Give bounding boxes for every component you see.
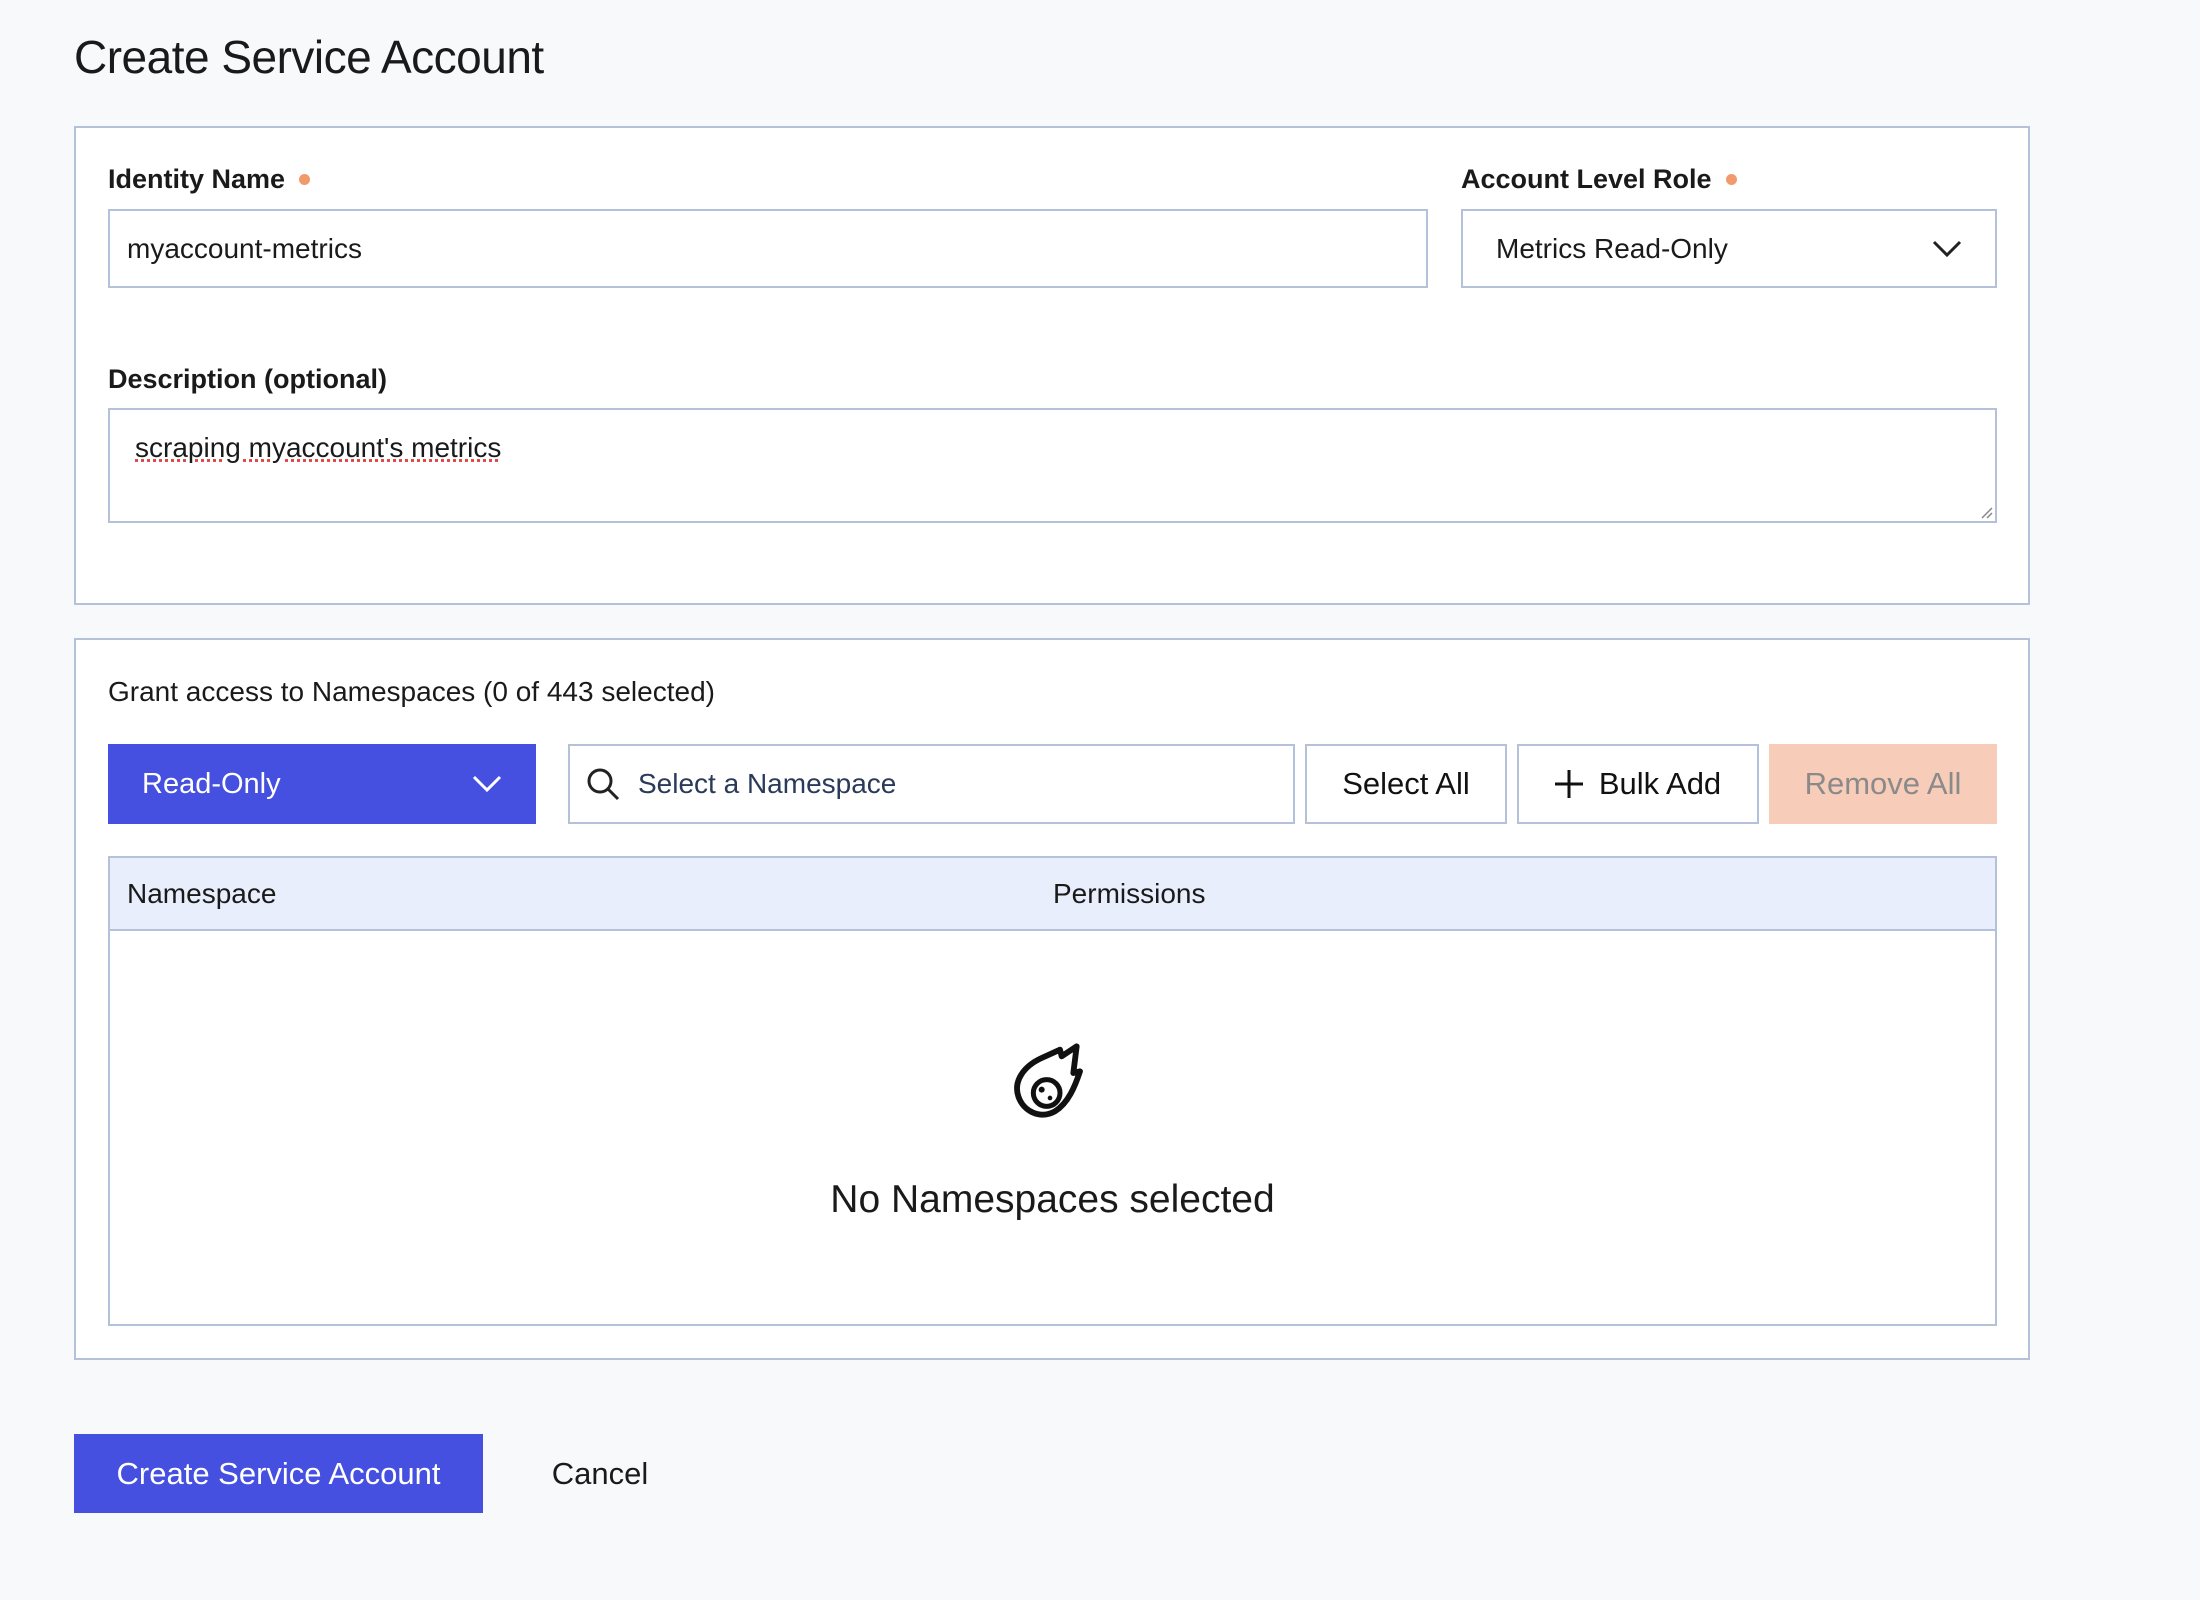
bulk-add-button[interactable]: Bulk Add (1517, 744, 1759, 824)
create-service-account-button[interactable]: Create Service Account (74, 1434, 483, 1513)
plus-icon (1554, 770, 1583, 798)
account-role-label: Account Level Role (1461, 164, 1737, 195)
description-label: Description (optional) (108, 364, 387, 394)
required-indicator (299, 174, 311, 185)
namespace-search-input[interactable]: Select a Namespace (568, 744, 1295, 824)
chevron-down-icon (472, 775, 502, 793)
description-textarea[interactable]: scraping myaccount's metrics (108, 408, 1997, 523)
identity-name-input[interactable] (108, 209, 1428, 288)
required-indicator (1725, 174, 1737, 185)
search-placeholder: Select a Namespace (638, 768, 897, 799)
page-title: Create Service Account (74, 31, 544, 83)
account-role-select[interactable]: Metrics Read-Only (1461, 209, 1997, 288)
permission-select-value: Read-Only (142, 767, 281, 800)
select-all-button[interactable]: Select All (1305, 744, 1507, 824)
empty-state-text: No Namespaces selected (830, 1178, 1275, 1221)
namespaces-title: Grant access to Namespaces (0 of 443 sel… (108, 676, 715, 707)
resize-handle-icon[interactable] (1979, 505, 1993, 519)
account-role-value: Metrics Read-Only (1496, 232, 1728, 264)
cancel-button[interactable]: Cancel (551, 1455, 649, 1491)
account-role-label-text: Account Level Role (1461, 164, 1712, 194)
search-icon (587, 768, 620, 801)
account-details-card (74, 126, 2030, 605)
table-header: Namespace Permissions (110, 858, 1995, 931)
column-namespace: Namespace (127, 878, 277, 909)
chevron-down-icon (1932, 240, 1962, 257)
description-value: scraping myaccount's metrics (135, 432, 502, 463)
identity-name-label: Identity Name (108, 164, 311, 195)
remove-all-button[interactable]: Remove All (1769, 744, 1997, 824)
bulk-add-label: Bulk Add (1598, 766, 1722, 801)
namespaces-table: Namespace Permissions No Namespaces sele… (108, 856, 1997, 1326)
permission-select[interactable]: Read-Only (108, 744, 536, 824)
column-permissions: Permissions (1053, 878, 1206, 909)
comet-icon (1014, 1043, 1083, 1118)
identity-name-label-text: Identity Name (108, 164, 286, 194)
